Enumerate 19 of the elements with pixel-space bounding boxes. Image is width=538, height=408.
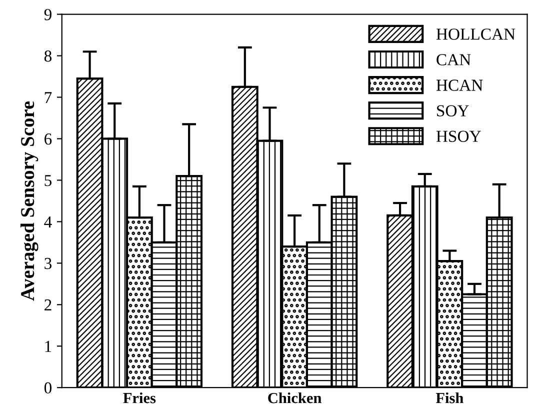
x-tick-label: Chicken bbox=[268, 392, 322, 404]
y-axis-title: Averaged Sensory Score bbox=[20, 101, 38, 301]
y-tick-label: 7 bbox=[44, 92, 52, 104]
x-tick-label: Fish bbox=[436, 392, 464, 404]
y-tick-label: 5 bbox=[44, 175, 52, 186]
y-tick-label: 3 bbox=[44, 258, 52, 270]
legend-label: HCAN bbox=[436, 80, 483, 91]
legend-label: HSOY bbox=[436, 130, 481, 142]
y-tick-label: 0 bbox=[44, 382, 52, 394]
x-tick-label: Fries bbox=[123, 392, 156, 404]
legend-label: HOLLCAN bbox=[436, 28, 516, 40]
y-tick-label: 2 bbox=[44, 299, 52, 310]
y-tick-label: 9 bbox=[44, 9, 52, 20]
legend-label: CAN bbox=[436, 54, 471, 66]
legend-label: SOY bbox=[437, 105, 469, 116]
y-tick-label: 1 bbox=[45, 340, 52, 352]
y-tick-label: 4 bbox=[44, 216, 52, 228]
y-tick-label: 6 bbox=[44, 133, 52, 145]
y-tick-label: 8 bbox=[44, 50, 52, 62]
